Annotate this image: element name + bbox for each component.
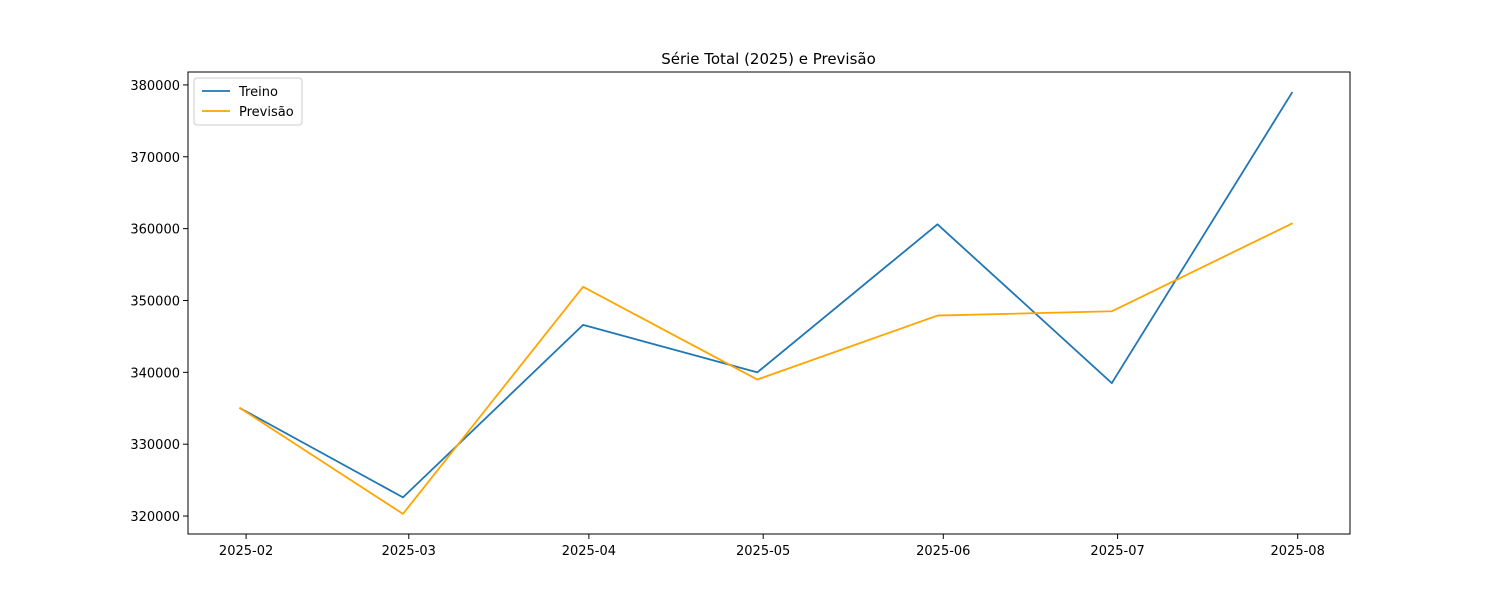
x-tick-label-1: 2025-03	[382, 544, 436, 559]
series-layer	[239, 91, 1294, 515]
chart-title: Série Total (2025) e Previsão	[661, 50, 876, 68]
x-tick-label-4: 2025-06	[916, 544, 970, 559]
x-tick-label-5: 2025-07	[1090, 544, 1144, 559]
legend-label-0: Treino	[238, 85, 278, 100]
legend-box	[193, 77, 303, 126]
y-tick-label-3: 350000	[130, 294, 180, 309]
series-line-0	[239, 91, 1294, 499]
y-tick-label-2: 340000	[130, 366, 180, 381]
plot-frame	[187, 71, 1351, 535]
y-tick-label-1: 330000	[130, 438, 180, 453]
x-tick-label-2: 2025-04	[562, 544, 616, 559]
y-tick-label-0: 320000	[130, 510, 180, 525]
x-tick-label-0: 2025-02	[219, 544, 273, 559]
x-tick-label-6: 2025-08	[1271, 544, 1325, 559]
series-line-1	[239, 222, 1294, 515]
x-tick-label-3: 2025-05	[736, 544, 790, 559]
y-tick-label-5: 370000	[130, 151, 180, 166]
y-tick-label-6: 380000	[130, 79, 180, 94]
axes-layer: 2025-02 2025-03 2025-04 2025-05 2025-06 2025-…	[130, 71, 1351, 559]
legend: Treino Previsão	[193, 77, 303, 126]
y-tick-label-4: 360000	[130, 223, 180, 238]
legend-label-1: Previsão	[239, 105, 294, 120]
